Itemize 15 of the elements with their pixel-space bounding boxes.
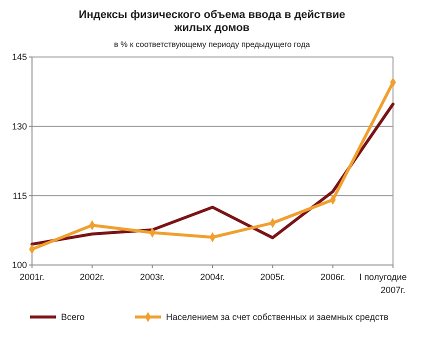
x-tick-label: 2006г. — [320, 272, 346, 282]
legend-label: Всего — [61, 312, 85, 322]
x-tick-label: 2002г. — [80, 272, 105, 282]
chart-title: Индексы физического объема ввода в действие жилых домов — [78, 9, 346, 34]
y-tick-label: 100 — [12, 260, 27, 270]
legend-label: Населением за счет собственных и заемных средств — [166, 312, 389, 322]
y-tick-label: 130 — [12, 121, 27, 132]
x-tick-label: 2005г. — [260, 272, 286, 282]
x-tick-label: 2003г. — [140, 272, 165, 282]
chart-subtitle: в % к соответствующему периоду предыдущего года — [114, 40, 310, 49]
x-tick-label: 2004г. — [200, 272, 225, 282]
x-tick-label: I полугодие 2007г. — [359, 272, 407, 295]
y-tick-label: 145 — [12, 52, 27, 62]
y-tick-label: 115 — [12, 190, 27, 201]
x-tick-label: 2001г. — [20, 272, 44, 282]
